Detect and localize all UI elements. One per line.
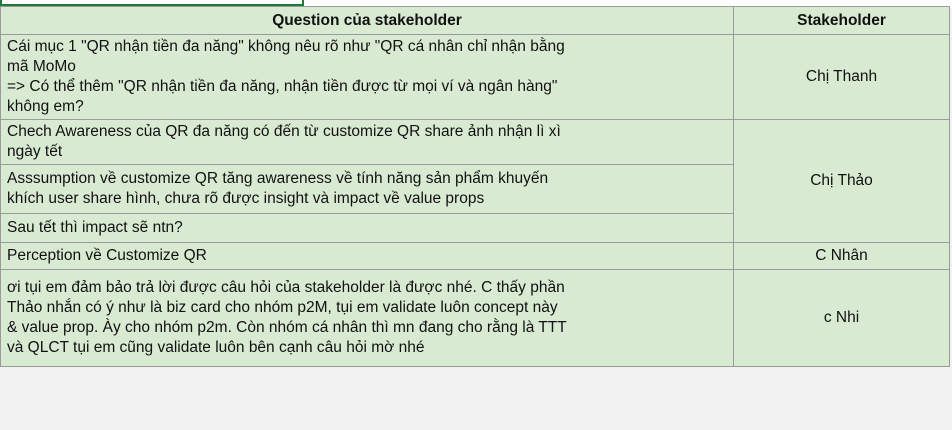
- question-line: Asssumption về customize QR tăng awarene…: [7, 170, 549, 187]
- stakeholder-cell[interactable]: Chị Thảo: [733, 119, 950, 243]
- question-line: Perception về Customize QR: [7, 247, 207, 264]
- question-cell[interactable]: Sau tết thì impact sẽ ntn?: [0, 213, 734, 243]
- sheet-top-strip: [0, 0, 952, 8]
- header-row: Question của stakeholder Stakeholder: [0, 6, 950, 35]
- question-cell[interactable]: Perception về Customize QR: [0, 242, 734, 270]
- table-row: ơi tụi em đảm bảo trả lời được câu hỏi c…: [0, 269, 950, 367]
- header-question[interactable]: Question của stakeholder: [0, 6, 734, 35]
- question-line: Thảo nhắn có ý như là biz card cho nhóm …: [7, 299, 558, 316]
- question-line: Chech Awareness của QR đa năng có đến từ…: [7, 123, 561, 140]
- stakeholder-cell[interactable]: c Nhi: [733, 269, 950, 367]
- question-cell[interactable]: Chech Awareness của QR đa năng có đến từ…: [0, 119, 734, 165]
- question-line: => Có thể thêm "QR nhận tiền đa năng, nh…: [7, 78, 558, 95]
- question-line: khích user share hình, chưa rõ được insi…: [7, 190, 485, 207]
- question-line: & value prop. Ày cho nhóm p2m. Còn nhóm …: [7, 319, 567, 336]
- question-line: Sau tết thì impact sẽ ntn?: [7, 219, 183, 236]
- question-line: không em?: [7, 98, 84, 115]
- question-line: và QLCT tụi em cũng validate luôn bên cạ…: [7, 339, 425, 356]
- question-line: ngày tết: [7, 143, 63, 160]
- question-line: ơi tụi em đảm bảo trả lời được câu hỏi c…: [7, 279, 565, 296]
- question-cell[interactable]: Asssumption về customize QR tăng awarene…: [0, 164, 734, 214]
- table-row: Sau tết thì impact sẽ ntn?: [0, 213, 950, 243]
- table-row: Cái mục 1 "QR nhận tiền đa năng" không n…: [0, 34, 950, 120]
- stakeholder-questions-table: Question của stakeholder Stakeholder Cái…: [0, 6, 950, 367]
- table-row: Chech Awareness của QR đa năng có đến từ…: [0, 119, 950, 243]
- question-line: mã MoMo: [7, 58, 76, 75]
- selected-cell-border[interactable]: [0, 0, 304, 6]
- question-cell[interactable]: ơi tụi em đảm bảo trả lời được câu hỏi c…: [0, 269, 734, 367]
- stakeholder-cell[interactable]: Chị Thanh: [733, 34, 950, 120]
- question-cell[interactable]: Cái mục 1 "QR nhận tiền đa năng" không n…: [0, 34, 734, 120]
- header-stakeholder[interactable]: Stakeholder: [733, 6, 950, 35]
- table-row: Perception về Customize QR C Nhân: [0, 242, 950, 270]
- question-line: Cái mục 1 "QR nhận tiền đa năng" không n…: [7, 38, 565, 55]
- stakeholder-cell[interactable]: C Nhân: [733, 242, 950, 270]
